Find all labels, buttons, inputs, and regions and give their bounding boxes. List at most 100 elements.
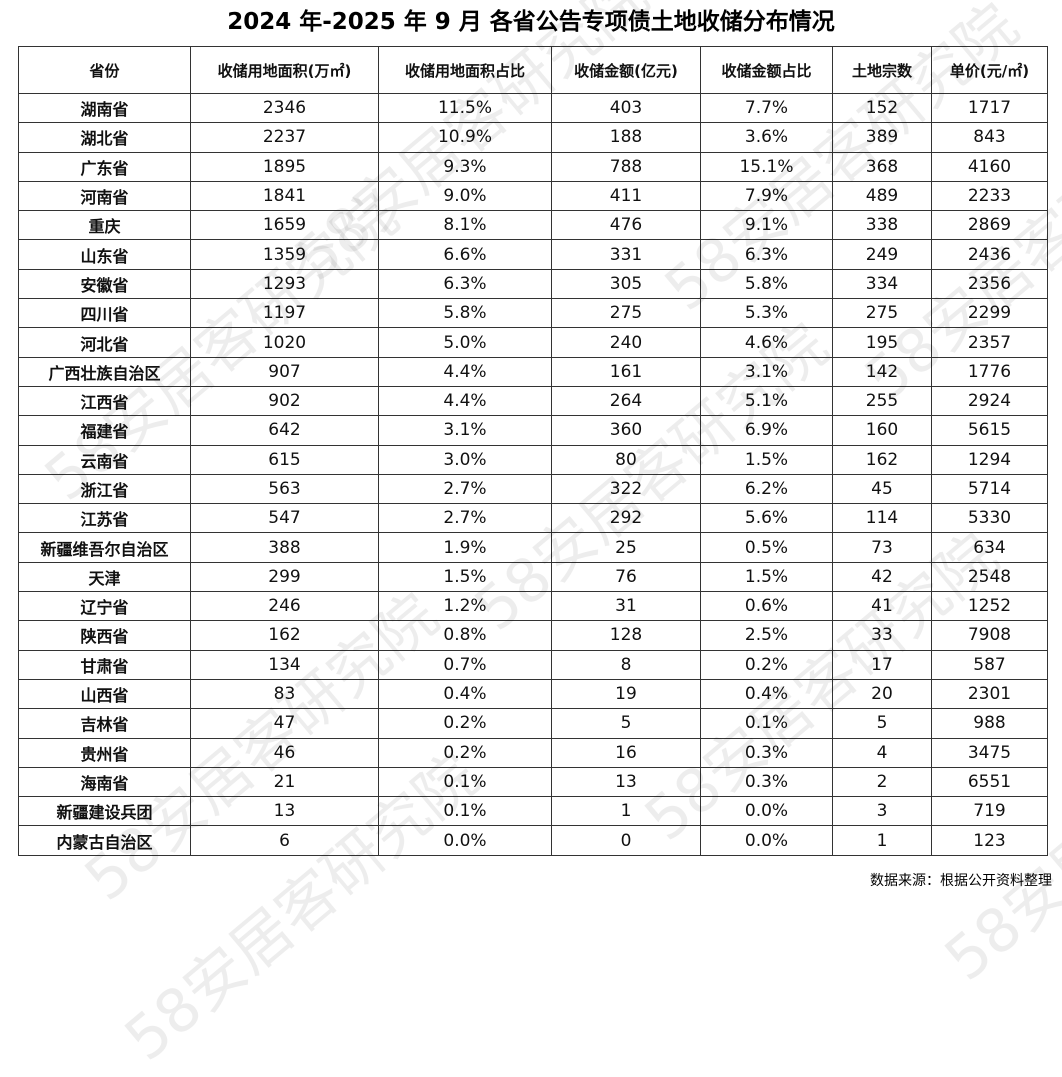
cell-text: 4.6% xyxy=(744,332,789,353)
table-cell: 重庆 xyxy=(18,210,191,241)
table-cell: 0.2% xyxy=(378,737,552,768)
cell-text: 15.1% xyxy=(739,156,794,177)
cell-text: 587 xyxy=(973,654,1006,675)
cell-text: 719 xyxy=(973,801,1006,822)
cell-text: 0.5% xyxy=(744,537,789,558)
cell-text: 0.1% xyxy=(443,771,487,792)
table-cell: 642 xyxy=(190,415,379,446)
table-cell: 7.7% xyxy=(700,92,833,124)
cell-text: 辽宁省 xyxy=(80,598,129,618)
table-cell: 0.1% xyxy=(700,708,833,739)
cell-text: 1841 xyxy=(262,186,307,207)
cell-text: 2548 xyxy=(967,566,1012,587)
cell-text: 4160 xyxy=(967,156,1012,177)
table-row: 甘肃省 134 0.7% 8 0.2% 17 587 xyxy=(18,649,1048,680)
table-cell: 贵州省 xyxy=(18,737,191,768)
cell-text: 360 xyxy=(609,420,643,441)
table-cell: 0.3% xyxy=(700,766,833,798)
table-cell: 322 xyxy=(551,473,701,505)
table-cell: 240 xyxy=(551,327,701,358)
cell-text: 162 xyxy=(865,449,899,470)
cell-text: 1 xyxy=(876,830,888,851)
table-cell: 1.5% xyxy=(378,561,552,593)
table-cell: 719 xyxy=(931,796,1048,827)
table-cell: 476 xyxy=(551,210,701,241)
table-cell: 368 xyxy=(832,151,932,182)
cell-text: 7.9% xyxy=(744,186,789,207)
table-cell: 9.1% xyxy=(700,210,833,241)
cell-text: 1252 xyxy=(967,596,1012,617)
table-cell: 41 xyxy=(832,591,932,622)
header-cell: 收储用地面积占比 xyxy=(378,46,552,94)
cell-text: 1776 xyxy=(967,361,1012,382)
table-cell: 1717 xyxy=(931,92,1048,124)
table-cell: 33 xyxy=(832,620,932,651)
cell-text: 2 xyxy=(876,771,888,792)
table-cell: 388 xyxy=(190,532,379,563)
cell-text: 9.1% xyxy=(744,215,789,236)
cell-text: 江西省 xyxy=(80,393,129,413)
table-cell: 3.0% xyxy=(378,444,552,475)
cell-text: 山东省 xyxy=(80,246,129,266)
cell-text: 0.0% xyxy=(744,801,789,822)
cell-text: 161 xyxy=(609,361,643,382)
table-cell: 334 xyxy=(832,268,932,300)
table-cell: 6.3% xyxy=(378,268,552,300)
table-body: 湖南省 2346 11.5% 403 7.7% 152 1717 湖北省 2237 10.9% 18… xyxy=(18,92,1048,856)
cell-text: 123 xyxy=(973,830,1006,851)
table-cell: 2.5% xyxy=(700,620,833,651)
cell-text: 1.5% xyxy=(744,566,789,587)
cell-text: 甘肃省 xyxy=(80,656,129,676)
cell-text: 福建省 xyxy=(80,422,129,442)
cell-text: 13 xyxy=(615,771,637,792)
table-cell: 902 xyxy=(190,385,379,417)
cell-text: 7908 xyxy=(967,625,1012,646)
table-cell: 1294 xyxy=(931,444,1048,475)
table-cell: 3.6% xyxy=(700,122,833,153)
cell-text: 6551 xyxy=(967,771,1012,792)
table-cell: 8 xyxy=(551,649,701,680)
table-cell: 河南省 xyxy=(18,180,191,212)
cell-text: 188 xyxy=(609,127,643,148)
table-cell: 2301 xyxy=(931,678,1048,710)
table-cell: 17 xyxy=(832,649,932,680)
table-cell: 338 xyxy=(832,210,932,241)
cell-text: 广西壮族自治区 xyxy=(48,363,161,383)
cell-text: 河南省 xyxy=(80,188,129,208)
table-cell: 16 xyxy=(551,737,701,768)
table-cell: 162 xyxy=(190,620,379,651)
cell-text: 21 xyxy=(273,771,296,792)
cell-text: 2237 xyxy=(262,127,307,148)
cell-text: 0.7% xyxy=(443,654,487,675)
cell-text: 0.2% xyxy=(744,654,789,675)
cell-text: 安徽省 xyxy=(80,275,129,295)
cell-text: 20 xyxy=(871,684,893,705)
cell-text: 16 xyxy=(615,742,637,763)
table-cell: 31 xyxy=(551,591,701,622)
table-cell: 19 xyxy=(551,678,701,710)
table-cell: 161 xyxy=(551,356,701,387)
table-cell: 907 xyxy=(190,356,379,387)
cell-text: 788 xyxy=(609,156,643,177)
cell-text: 42 xyxy=(871,566,893,587)
table-cell: 河北省 xyxy=(18,327,191,358)
cell-text: 0.4% xyxy=(443,684,487,705)
cell-text: 0.3% xyxy=(744,771,789,792)
table-cell: 1197 xyxy=(190,298,379,329)
cell-text: 0.6% xyxy=(744,596,789,617)
cell-text: 陕西省 xyxy=(80,627,129,647)
cell-text: 264 xyxy=(609,391,643,412)
cell-text: 634 xyxy=(973,537,1006,558)
table-cell: 0.4% xyxy=(378,678,552,710)
table-cell: 2869 xyxy=(931,210,1048,241)
table-cell: 2237 xyxy=(190,122,379,153)
cell-text: 新疆维吾尔自治区 xyxy=(40,539,169,559)
cell-text: 2233 xyxy=(967,186,1012,207)
table-cell: 5330 xyxy=(931,503,1048,534)
header-cell: 省份 xyxy=(18,46,191,94)
table-cell: 湖北省 xyxy=(18,122,191,153)
table-cell: 389 xyxy=(832,122,932,153)
cell-text: 1717 xyxy=(967,98,1012,119)
table-cell: 255 xyxy=(832,385,932,417)
cell-text: 13 xyxy=(273,801,296,822)
